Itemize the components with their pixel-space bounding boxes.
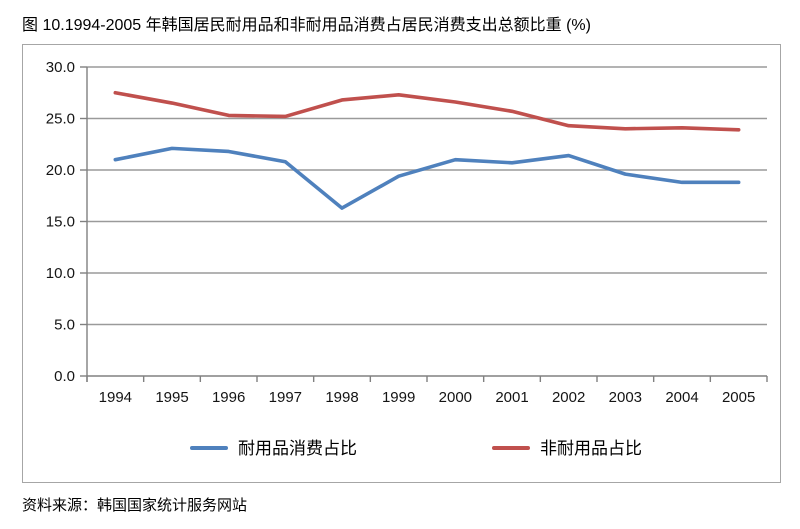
y-axis-label: 30.0 (46, 59, 75, 76)
series-line-1 (113, 90, 741, 132)
x-axis-label: 1995 (155, 389, 188, 406)
x-axis-label: 1997 (269, 389, 302, 406)
source-note: 资料来源：韩国国家统计服务网站 (22, 497, 248, 514)
x-axis-label: 1999 (382, 389, 415, 406)
y-axis-label: 10.0 (46, 265, 75, 282)
x-axis-label: 1998 (325, 389, 358, 406)
x-axis-label: 2003 (609, 389, 642, 406)
y-axis-label: 25.0 (46, 111, 75, 128)
x-axis-label: 2002 (552, 389, 585, 406)
y-axis-label: 0.0 (54, 368, 75, 385)
x-axis-label: 2000 (439, 389, 472, 406)
chart-title: 图 10.1994-2005 年韩国居民耐用品和非耐用品消费占居民消费支出总额比… (22, 17, 591, 34)
y-axis-label: 20.0 (46, 162, 75, 179)
x-axis-label: 2004 (665, 389, 698, 406)
x-axis-label: 1996 (212, 389, 245, 406)
x-axis-label: 1994 (99, 389, 132, 406)
x-axis-label: 2001 (495, 389, 528, 406)
chart-area: 0.0 5.0 10.0 15.0 20.0 25.0 30.0 1994 1995 1996 19… (22, 44, 781, 483)
y-axis-label: 5.0 (54, 317, 75, 334)
y-axis-label: 15.0 (46, 214, 75, 231)
chart-canvas: 0.0 5.0 10.0 15.0 20.0 25.0 30.0 1994 1995 1996 19… (46, 59, 768, 458)
legend-label-0: 耐用品消费占比 (238, 439, 357, 458)
x-axis-label: 2005 (722, 389, 755, 406)
legend-label-1: 非耐用品占比 (540, 439, 642, 458)
series-line-0 (113, 146, 741, 210)
